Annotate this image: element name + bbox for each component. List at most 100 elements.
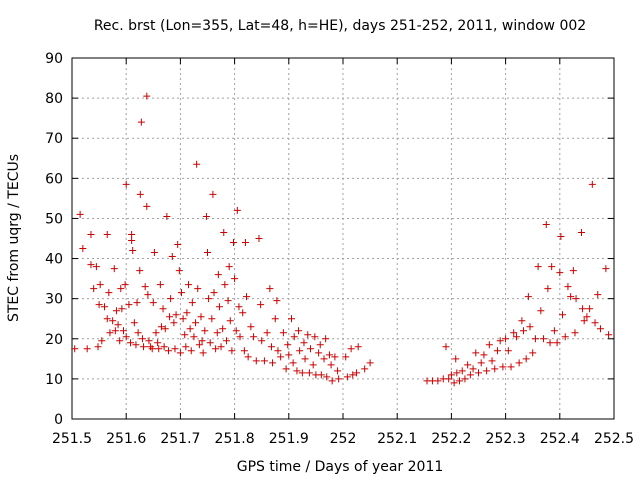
data-point <box>175 267 183 275</box>
data-point <box>354 343 362 351</box>
data-point <box>198 337 206 345</box>
data-point <box>152 329 160 337</box>
data-point <box>347 345 355 353</box>
y-tick-label: 10 <box>45 372 63 388</box>
data-point <box>71 345 79 353</box>
x-axis-label: GPS time / Days of year 2011 <box>237 459 444 475</box>
data-point <box>177 289 185 297</box>
data-point <box>553 339 561 347</box>
data-point <box>235 303 243 311</box>
x-tick-label: 252.2 <box>431 431 471 447</box>
y-tick-label: 20 <box>45 332 63 348</box>
x-tick-label: 252.1 <box>377 431 417 447</box>
data-point <box>485 341 493 349</box>
data-point <box>290 333 298 341</box>
data-point <box>130 319 138 327</box>
data-point <box>342 353 350 361</box>
data-point <box>366 359 374 367</box>
y-tick-label: 70 <box>45 131 63 147</box>
data-point <box>519 327 527 335</box>
data-point <box>572 295 580 303</box>
data-point <box>586 305 594 313</box>
data-point <box>512 333 520 341</box>
data-point <box>106 329 114 337</box>
data-point <box>103 315 111 323</box>
data-point <box>241 239 249 247</box>
x-tick-labels: 251.5 251.6 251.7 251.8 251.9 252 252.1 252.2 25… <box>52 431 634 447</box>
data-point <box>125 301 133 309</box>
data-point <box>557 232 565 240</box>
data-point <box>274 347 282 355</box>
data-point <box>335 375 343 383</box>
data-point <box>168 253 176 261</box>
data-point <box>311 333 319 341</box>
data-point <box>504 347 512 355</box>
data-point <box>279 329 287 337</box>
data-point <box>87 261 95 269</box>
x-tick-label: 251.6 <box>106 431 146 447</box>
data-point <box>594 291 602 299</box>
data-point <box>343 373 351 381</box>
data-point <box>181 331 189 339</box>
data-point <box>328 377 336 385</box>
data-point <box>266 285 274 293</box>
data-point <box>170 319 178 327</box>
data-point <box>133 299 141 307</box>
data-point <box>98 337 106 345</box>
data-point <box>502 335 510 343</box>
data-point <box>445 375 453 383</box>
data-point <box>132 341 140 349</box>
data-point <box>580 317 588 325</box>
data-point <box>269 359 277 367</box>
data-point <box>522 355 530 363</box>
data-point <box>315 349 323 357</box>
data-point <box>483 367 491 375</box>
data-point <box>236 333 244 341</box>
data-point <box>301 355 309 363</box>
data-point <box>447 371 455 379</box>
data-point <box>518 317 526 325</box>
data-point <box>542 220 550 228</box>
data-point <box>534 263 542 271</box>
data-point <box>295 327 303 335</box>
data-point <box>220 228 228 236</box>
data-point <box>174 241 182 249</box>
data-point <box>550 327 558 335</box>
data-point <box>128 237 136 245</box>
data-point <box>155 345 163 353</box>
data-point <box>161 325 169 333</box>
data-point <box>331 353 339 361</box>
data-point <box>193 160 201 168</box>
data-point <box>309 361 317 369</box>
data-point <box>277 353 285 361</box>
data-point <box>349 371 357 379</box>
y-tick-label: 30 <box>45 292 63 308</box>
data-point <box>117 285 125 293</box>
y-tick-label: 50 <box>45 211 63 227</box>
data-point <box>109 317 117 325</box>
data-point <box>493 347 501 355</box>
data-point <box>488 357 496 365</box>
data-point <box>258 337 266 345</box>
data-point <box>289 359 297 367</box>
data-point <box>317 371 325 379</box>
data-point <box>129 247 137 255</box>
data-point <box>188 299 196 307</box>
data-point <box>466 371 474 379</box>
data-point <box>456 377 464 385</box>
data-point <box>101 303 109 311</box>
data-point <box>160 343 168 351</box>
data-point <box>128 230 136 238</box>
data-point <box>450 379 458 387</box>
data-point <box>213 329 221 337</box>
data-point <box>172 311 180 319</box>
data-point <box>564 283 572 291</box>
data-point <box>137 118 145 126</box>
data-point <box>121 281 129 289</box>
data-point <box>150 249 158 257</box>
data-point <box>228 347 236 355</box>
data-point <box>119 327 127 335</box>
data-point <box>187 347 195 355</box>
data-point <box>499 363 507 371</box>
data-point <box>232 327 240 335</box>
